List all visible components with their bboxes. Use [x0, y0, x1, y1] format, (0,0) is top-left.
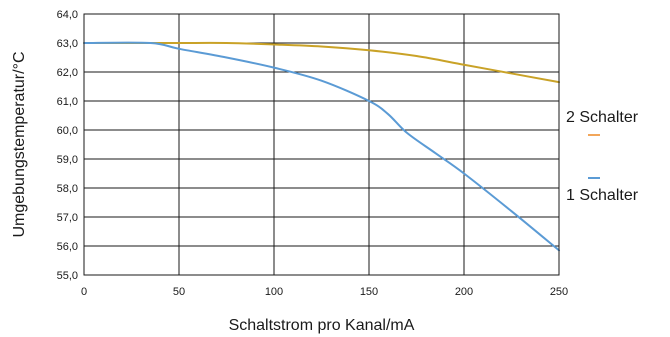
- x-tick-label: 100: [265, 286, 283, 298]
- series-lines: [83, 41, 560, 252]
- y-tick-label: 56,0: [57, 241, 78, 253]
- grid: [83, 13, 560, 276]
- x-tick-label: 0: [81, 286, 87, 298]
- y-tick-label: 61,0: [57, 96, 78, 108]
- y-tick-label: 60,0: [57, 125, 78, 137]
- y-tick-label: 63,0: [57, 38, 78, 50]
- y-tick-label: 59,0: [57, 154, 78, 166]
- y-tick-label: 57,0: [57, 212, 78, 224]
- y-tick-label: 62,0: [57, 67, 78, 79]
- x-tick-label: 150: [360, 286, 378, 298]
- y-tick-labels: 55,0 56,0 57,0 58,0 59,0 60,0 61,0 62,0 63,0 64,0: [57, 9, 78, 282]
- legend-label-2: 1 Schalter: [566, 187, 639, 204]
- x-tick-labels: 0 50 100 150 200 250: [81, 286, 568, 298]
- y-tick-label: 58,0: [57, 183, 78, 195]
- y-tick-label: 64,0: [57, 9, 78, 21]
- series-line-2: [83, 41, 560, 252]
- series-line-1: [83, 41, 560, 84]
- x-axis-label: Schaltstrom pro Kanal/mA: [229, 317, 415, 334]
- plot-frame: [83, 13, 560, 276]
- legend-label-1: 2 Schalter: [566, 109, 639, 126]
- x-tick-label: 50: [173, 286, 185, 298]
- legend: 2 Schalter 1 Schalter: [566, 109, 639, 204]
- y-axis-label: Umgebungstemperatur/°C: [11, 51, 28, 237]
- x-tick-label: 200: [455, 286, 473, 298]
- y-tick-label: 55,0: [57, 270, 78, 282]
- x-tick-label: 250: [550, 286, 568, 298]
